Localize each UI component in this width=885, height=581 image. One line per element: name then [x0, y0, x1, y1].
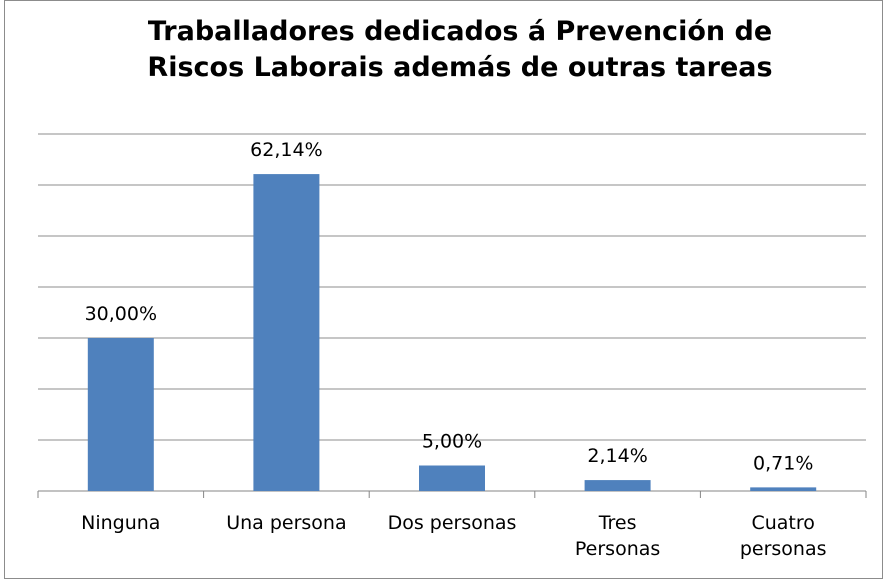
chart-frame: [4, 0, 883, 579]
x-tick-label: Dos personas: [387, 512, 517, 534]
x-tick-label: Cuatro personas: [739, 512, 827, 560]
data-label: 62,14%: [250, 139, 322, 161]
bar: [584, 480, 651, 491]
bar: [253, 174, 320, 491]
x-tick-label: Ninguna: [81, 512, 161, 534]
bar: [750, 487, 817, 491]
data-label: 2,14%: [587, 445, 647, 467]
chart-title: Traballadores dedicados á Prevención de …: [147, 16, 773, 83]
bar: [419, 465, 485, 491]
data-label: 30,00%: [85, 303, 157, 325]
data-label: 0,71%: [753, 452, 813, 474]
x-tick-label: Una persona: [226, 512, 347, 534]
data-label: 5,00%: [422, 431, 482, 453]
bar: [87, 338, 154, 491]
x-tick-label: Tres Personas: [574, 512, 661, 560]
